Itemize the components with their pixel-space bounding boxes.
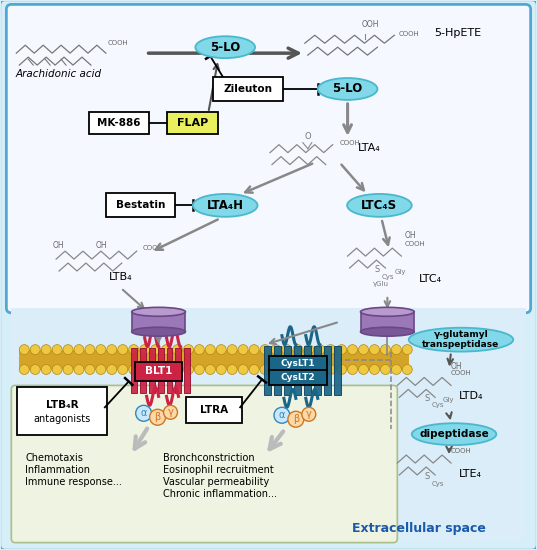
Circle shape	[150, 365, 161, 375]
Ellipse shape	[360, 327, 414, 336]
Text: OH: OH	[451, 361, 463, 371]
Bar	[166, 348, 172, 393]
Text: 5-LO: 5-LO	[210, 41, 241, 54]
Circle shape	[118, 365, 128, 375]
Circle shape	[96, 345, 106, 355]
Circle shape	[194, 365, 205, 375]
FancyBboxPatch shape	[135, 361, 183, 382]
Circle shape	[347, 365, 358, 375]
Text: COOH: COOH	[398, 31, 419, 37]
Circle shape	[136, 405, 151, 421]
Bar	[132, 312, 185, 332]
Bar	[130, 348, 137, 393]
Circle shape	[140, 365, 150, 375]
Circle shape	[293, 345, 303, 355]
Circle shape	[249, 345, 259, 355]
Text: COOH: COOH	[451, 371, 472, 377]
FancyBboxPatch shape	[6, 4, 531, 313]
Circle shape	[402, 365, 412, 375]
Circle shape	[63, 365, 73, 375]
Ellipse shape	[347, 194, 412, 217]
Ellipse shape	[193, 194, 258, 217]
Bar	[184, 348, 191, 393]
Circle shape	[150, 345, 161, 355]
Circle shape	[260, 345, 270, 355]
Text: Chronic inflammation...: Chronic inflammation...	[163, 489, 277, 499]
Text: FLAP: FLAP	[177, 118, 208, 128]
Circle shape	[63, 345, 73, 355]
FancyBboxPatch shape	[186, 397, 242, 424]
Text: OH: OH	[451, 439, 463, 448]
Circle shape	[302, 408, 316, 421]
Circle shape	[227, 345, 237, 355]
Ellipse shape	[132, 327, 185, 336]
Ellipse shape	[195, 36, 255, 58]
Circle shape	[118, 345, 128, 355]
Text: Inflammation: Inflammation	[25, 465, 90, 475]
Circle shape	[19, 345, 29, 355]
Circle shape	[369, 365, 380, 375]
Circle shape	[216, 365, 226, 375]
Circle shape	[194, 345, 205, 355]
Bar	[274, 345, 281, 395]
Circle shape	[326, 365, 336, 375]
Circle shape	[41, 365, 51, 375]
Bar	[176, 348, 182, 393]
Ellipse shape	[360, 307, 414, 316]
Bar	[149, 348, 155, 393]
Bar	[360, 312, 414, 332]
Circle shape	[369, 345, 380, 355]
Circle shape	[172, 345, 183, 355]
Circle shape	[249, 365, 259, 375]
Ellipse shape	[409, 328, 513, 351]
Circle shape	[402, 345, 412, 355]
Circle shape	[347, 345, 358, 355]
Text: β: β	[293, 414, 299, 424]
Bar	[19, 350, 409, 360]
FancyBboxPatch shape	[106, 194, 176, 217]
Text: LTA₄H: LTA₄H	[207, 199, 244, 212]
Circle shape	[162, 365, 171, 375]
Ellipse shape	[318, 78, 378, 100]
Text: dipeptidase: dipeptidase	[419, 429, 489, 439]
FancyBboxPatch shape	[89, 112, 149, 134]
Bar	[157, 348, 164, 393]
Circle shape	[162, 345, 171, 355]
Bar	[294, 345, 301, 395]
Circle shape	[227, 365, 237, 375]
Circle shape	[30, 345, 40, 355]
Bar	[140, 348, 146, 393]
Circle shape	[238, 365, 248, 375]
Text: 5-LO: 5-LO	[332, 82, 362, 96]
Circle shape	[19, 365, 29, 375]
Circle shape	[380, 345, 390, 355]
Text: OH: OH	[404, 231, 416, 240]
Circle shape	[391, 365, 401, 375]
Circle shape	[282, 365, 292, 375]
Circle shape	[315, 345, 325, 355]
Text: COOH: COOH	[451, 448, 472, 454]
Text: S: S	[424, 394, 430, 403]
Text: Bestatin: Bestatin	[116, 200, 165, 210]
Text: COOH: COOH	[108, 40, 128, 46]
Circle shape	[205, 345, 215, 355]
FancyBboxPatch shape	[166, 112, 218, 134]
FancyBboxPatch shape	[213, 77, 283, 101]
Text: Chemotaxis: Chemotaxis	[25, 453, 83, 463]
Circle shape	[150, 409, 165, 425]
Bar	[264, 345, 271, 395]
Circle shape	[164, 405, 177, 419]
Circle shape	[107, 365, 117, 375]
Circle shape	[304, 345, 314, 355]
Text: Cys: Cys	[431, 402, 444, 408]
Text: LTC₄: LTC₄	[419, 274, 442, 284]
Circle shape	[359, 345, 368, 355]
FancyBboxPatch shape	[11, 386, 397, 543]
Text: Gly: Gly	[443, 397, 455, 403]
Text: γGlu: γGlu	[373, 281, 388, 287]
Circle shape	[184, 345, 193, 355]
Circle shape	[30, 365, 40, 375]
Text: 5-HpETE: 5-HpETE	[434, 28, 481, 38]
Circle shape	[288, 411, 304, 427]
